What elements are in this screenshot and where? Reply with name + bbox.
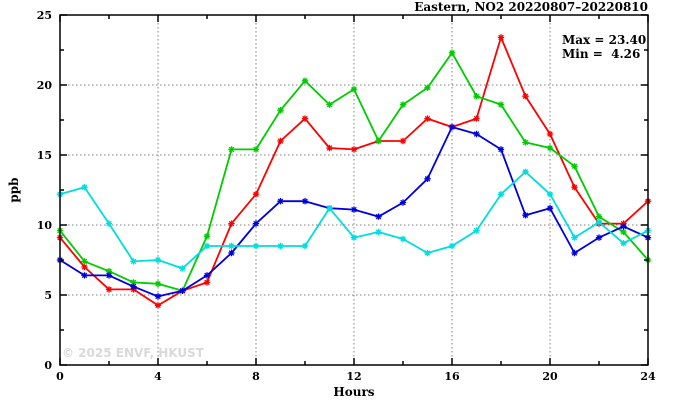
x-axis-title: Hours	[333, 385, 374, 399]
y-axis-title: ppb	[7, 177, 21, 202]
axis-ticks	[59, 14, 649, 366]
x-tick-label: 12	[346, 370, 361, 383]
max-annotation: Max = 23.40	[562, 33, 646, 47]
watermark: © 2025 ENVF, HKUST	[62, 346, 205, 360]
axis-tick-labels: 0 4 8 12 16 20 24 0 5 10 15 20 25	[37, 9, 656, 383]
min-annotation: Min = 4.26	[562, 47, 640, 61]
gridlines	[60, 15, 648, 365]
x-tick-label: 4	[154, 370, 162, 383]
y-tick-label: 5	[44, 289, 52, 302]
y-tick-label: 15	[37, 149, 52, 162]
x-tick-label: 24	[640, 370, 656, 383]
x-tick-label: 16	[444, 370, 460, 383]
x-tick-label: 0	[56, 370, 64, 383]
x-tick-label: 8	[252, 370, 260, 383]
x-tick-label: 20	[542, 370, 558, 383]
y-tick-label: 0	[44, 359, 52, 372]
y-tick-label: 25	[37, 9, 52, 22]
y-tick-label: 10	[37, 219, 53, 232]
chart-title: Eastern, NO2 20220807–20220810	[414, 0, 648, 14]
y-tick-label: 20	[37, 79, 53, 92]
